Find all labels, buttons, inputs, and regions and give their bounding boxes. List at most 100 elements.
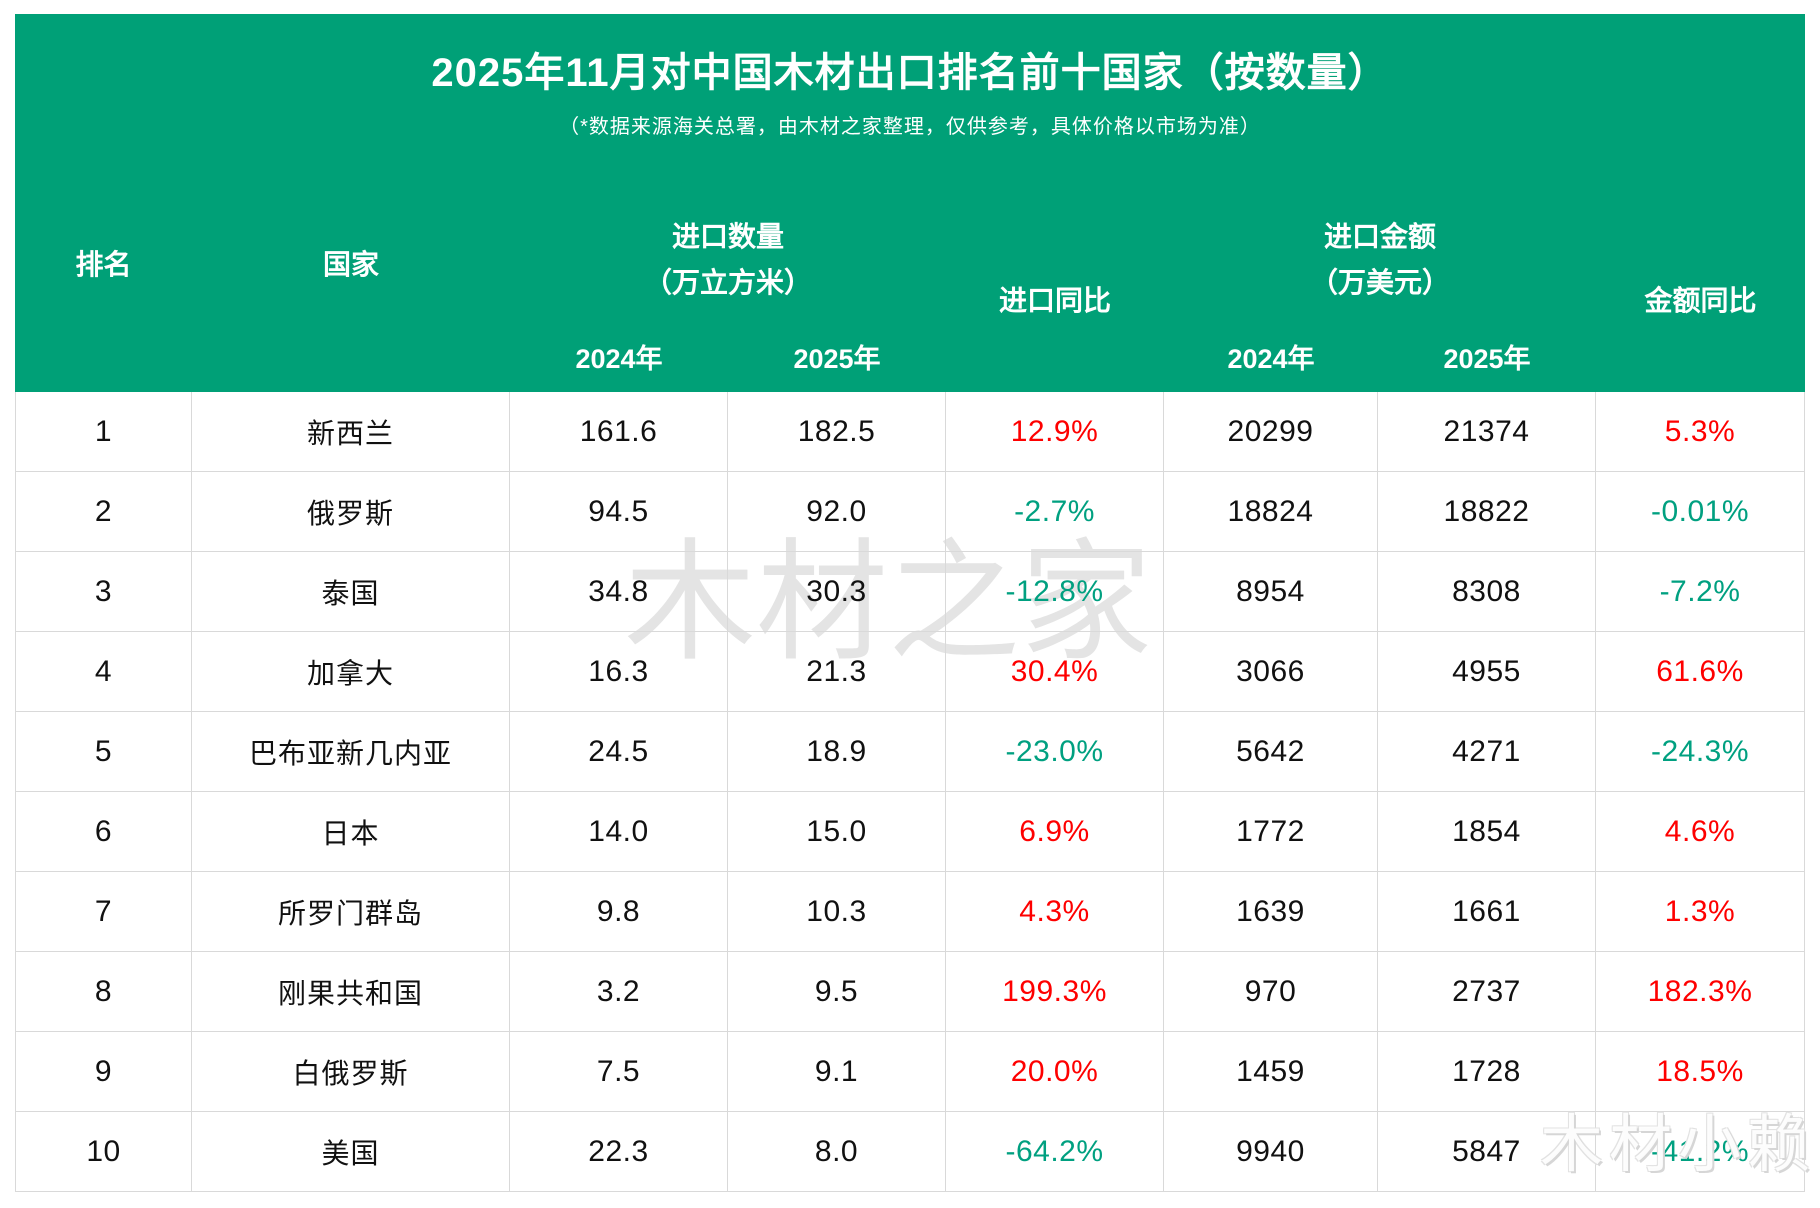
qty-2024-cell: 24.5 (510, 712, 728, 792)
amt-2025-cell: 1854 (1378, 792, 1596, 872)
table-row: 1 新西兰 161.6 182.5 12.9% 20299 21374 5.3% (16, 392, 1805, 472)
rank-cell: 10 (16, 1112, 192, 1192)
qty-2024-cell: 3.2 (510, 952, 728, 1032)
qty-2024-cell: 161.6 (510, 392, 728, 472)
column-header-country: 国家 (322, 249, 379, 280)
qty-2025-cell: 21.3 (728, 632, 946, 712)
rank-cell: 9 (16, 1032, 192, 1112)
table-row: 8 刚果共和国 3.2 9.5 199.3% 970 2737 182.3% (16, 952, 1805, 1032)
amt-2025-cell: 21374 (1378, 392, 1596, 472)
amt-2025-cell: 4271 (1378, 712, 1596, 792)
country-cell: 美国 (192, 1112, 510, 1192)
amt-yoy-cell: 5.3% (1596, 392, 1805, 472)
country-cell: 加拿大 (192, 632, 510, 712)
qty-2024-cell: 9.8 (510, 872, 728, 952)
qty-2025-cell: 30.3 (728, 552, 946, 632)
table-row: 10 美国 22.3 8.0 -64.2% 9940 5847 -41.2% (16, 1112, 1805, 1192)
country-cell: 泰国 (192, 552, 510, 632)
rank-cell: 2 (16, 472, 192, 552)
table-row: 9 白俄罗斯 7.5 9.1 20.0% 1459 1728 18.5% (16, 1032, 1805, 1112)
column-header-rank: 排名 (75, 249, 132, 280)
amt-2024-cell: 20299 (1164, 392, 1378, 472)
qty-2025-cell: 182.5 (728, 392, 946, 472)
qty-2025-cell: 8.0 (728, 1112, 946, 1192)
amt-2025-cell: 8308 (1378, 552, 1596, 632)
amt-2024-cell: 1459 (1164, 1032, 1378, 1112)
qty-yoy-cell: -2.7% (946, 472, 1164, 552)
rank-cell: 3 (16, 552, 192, 632)
amt-2025-cell: 1661 (1378, 872, 1596, 952)
amt-2024-cell: 5642 (1164, 712, 1378, 792)
qty-2025-cell: 9.5 (728, 952, 946, 1032)
table-row: 6 日本 14.0 15.0 6.9% 1772 1854 4.6% (16, 792, 1805, 872)
table-row: 2 俄罗斯 94.5 92.0 -2.7% 18824 18822 -0.01% (16, 472, 1805, 552)
qty-yoy-cell: 6.9% (946, 792, 1164, 872)
country-cell: 俄罗斯 (192, 472, 510, 552)
qty-2024-cell: 94.5 (510, 472, 728, 552)
table-body: 木材之家 1 新西兰 161.6 182.5 12.9% 20299 21374 5.3% 2 俄… (15, 392, 1810, 1192)
amt-2024-cell: 1772 (1164, 792, 1378, 872)
amt-yoy-cell: 61.6% (1596, 632, 1805, 712)
amt-2025-cell: 5847 (1378, 1112, 1596, 1192)
corner-watermark: 木材小赖 (1540, 1110, 1816, 1180)
table-header-band: 2025年11月对中国木材出口排名前十国家（按数量） （*数据来源海关总署，由木… (15, 14, 1805, 392)
amt-yoy-cell: 182.3% (1596, 952, 1805, 1032)
import-quantity-unit: （万立方米） (643, 267, 812, 298)
amt-yoy-cell: 1.3% (1596, 872, 1805, 952)
column-header-row: 排名 国家 进口数量 （万立方米） 进口同比 进口金额 （万美元） 金额同比 2… (15, 160, 1805, 392)
amt-2024-cell: 9940 (1164, 1112, 1378, 1192)
qty-2025-cell: 15.0 (728, 792, 946, 872)
column-header-quantity-yoy: 进口同比 (998, 285, 1111, 316)
amt-2024-cell: 8954 (1164, 552, 1378, 632)
page-title: 2025年11月对中国木材出口排名前十国家（按数量） (431, 51, 1389, 95)
qty-2025-cell: 10.3 (728, 872, 946, 952)
country-cell: 所罗门群岛 (192, 872, 510, 952)
subheader-amt-2024: 2024年 (1227, 343, 1315, 374)
table-row: 5 巴布亚新几内亚 24.5 18.9 -23.0% 5642 4271 -24.3% (16, 712, 1805, 792)
table-row: 3 泰国 34.8 30.3 -12.8% 8954 8308 -7.2% (16, 552, 1805, 632)
qty-2024-cell: 16.3 (510, 632, 728, 712)
qty-yoy-cell: 20.0% (946, 1032, 1164, 1112)
column-header-import-amount: 进口金额 （万美元） (1164, 160, 1596, 320)
amt-2025-cell: 4955 (1378, 632, 1596, 712)
rank-cell: 5 (16, 712, 192, 792)
import-quantity-label: 进口数量 (671, 220, 784, 252)
amt-yoy-cell: -24.3% (1596, 712, 1805, 792)
qty-2024-cell: 7.5 (510, 1032, 728, 1112)
amt-2024-cell: 18824 (1164, 472, 1378, 552)
rank-cell: 1 (16, 392, 192, 472)
amt-2024-cell: 970 (1164, 952, 1378, 1032)
table-body-rows: 1 新西兰 161.6 182.5 12.9% 20299 21374 5.3% 2 俄罗斯 94.… (16, 392, 1805, 1192)
rank-cell: 7 (16, 872, 192, 952)
amt-yoy-cell: 18.5% (1596, 1032, 1805, 1112)
qty-yoy-cell: 12.9% (946, 392, 1164, 472)
amt-2025-cell: 2737 (1378, 952, 1596, 1032)
qty-yoy-cell: 199.3% (946, 952, 1164, 1032)
qty-yoy-cell: -23.0% (946, 712, 1164, 792)
amt-2024-cell: 1639 (1164, 872, 1378, 952)
table-row: 7 所罗门群岛 9.8 10.3 4.3% 1639 1661 1.3% (16, 872, 1805, 952)
subheader-amt-2025: 2025年 (1443, 343, 1531, 374)
qty-yoy-cell: 30.4% (946, 632, 1164, 712)
country-cell: 白俄罗斯 (192, 1032, 510, 1112)
amt-yoy-cell: 4.6% (1596, 792, 1805, 872)
center-watermark: 木材之家 (624, 529, 1152, 676)
country-cell: 新西兰 (192, 392, 510, 472)
rank-cell: 6 (16, 792, 192, 872)
qty-2024-cell: 34.8 (510, 552, 728, 632)
import-amount-unit: （万美元） (1309, 267, 1450, 298)
qty-2025-cell: 92.0 (728, 472, 946, 552)
subheader-qty-2024: 2024年 (575, 343, 663, 374)
amt-yoy-cell: -41.2% (1596, 1112, 1805, 1192)
rank-cell: 8 (16, 952, 192, 1032)
qty-yoy-cell: 4.3% (946, 872, 1164, 952)
amt-2025-cell: 18822 (1378, 472, 1596, 552)
column-header-import-quantity: 进口数量 （万立方米） (510, 160, 946, 320)
page-subtitle: （*数据来源海关总署，由木材之家整理，仅供参考，具体价格以市场为准） (559, 116, 1261, 138)
subheader-qty-2025: 2025年 (793, 343, 881, 374)
import-amount-label: 进口金额 (1323, 220, 1436, 252)
qty-2024-cell: 22.3 (510, 1112, 728, 1192)
qty-2025-cell: 9.1 (728, 1032, 946, 1112)
amt-2024-cell: 3066 (1164, 632, 1378, 712)
country-cell: 日本 (192, 792, 510, 872)
